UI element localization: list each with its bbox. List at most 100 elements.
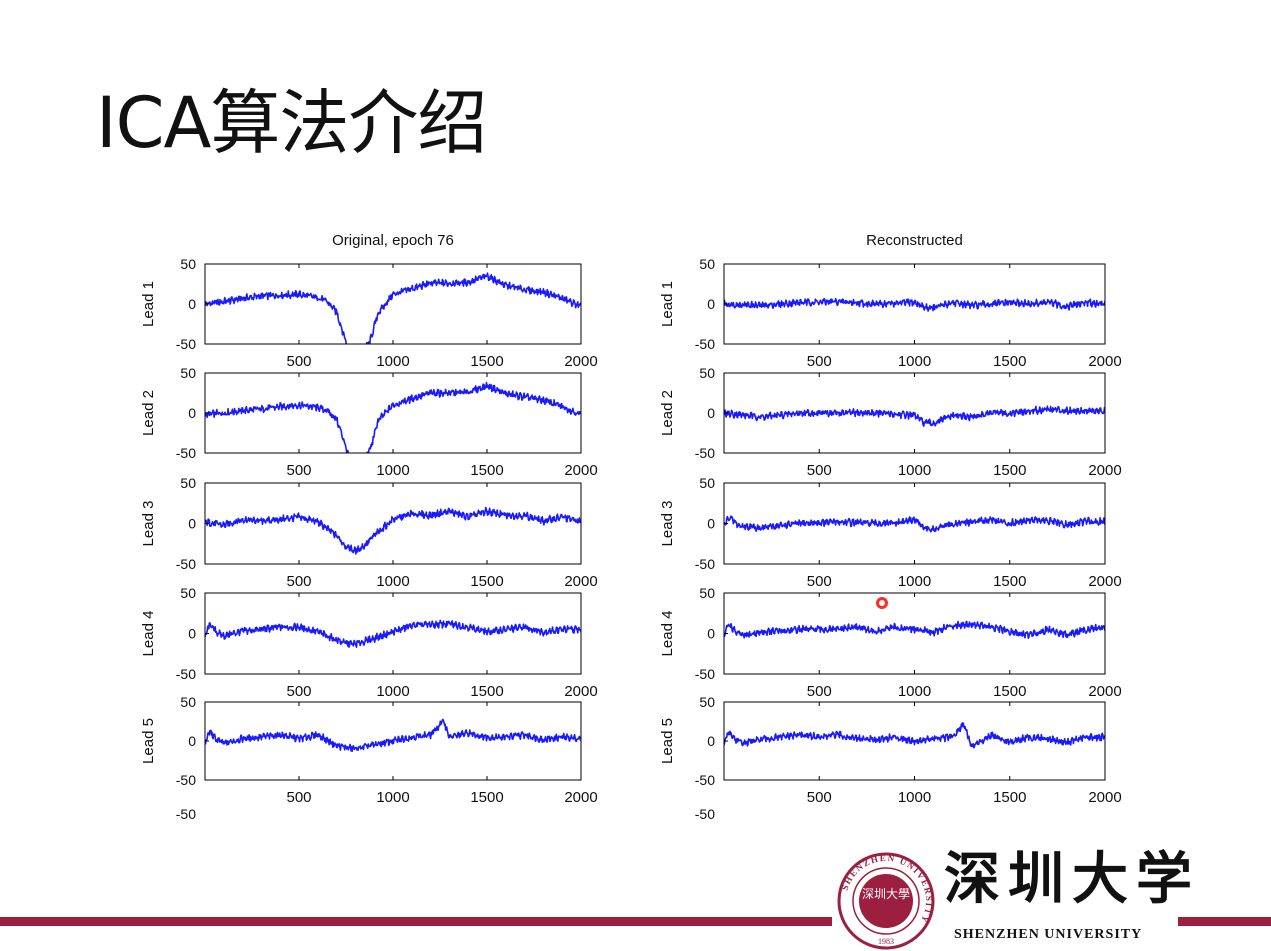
x-tick-label: 1000 <box>376 683 409 700</box>
y-tick-label: -50 <box>695 772 715 788</box>
y-tick-label: -50 <box>695 445 715 461</box>
bottom-accent-bar-left <box>0 917 832 926</box>
x-tick-label: 1500 <box>470 789 503 806</box>
x-tick-label: 2000 <box>1088 462 1121 479</box>
y-tick-label: 50 <box>180 256 196 272</box>
y-axis-label: Lead 2 <box>140 390 157 436</box>
y-tick-label: -50 <box>695 336 715 352</box>
x-tick-label: 1000 <box>376 353 409 370</box>
y-tick-label: 50 <box>699 365 715 381</box>
x-tick-label: 1000 <box>376 573 409 590</box>
y-tick-label: -50 <box>176 666 196 682</box>
y-axis-label: Lead 3 <box>659 501 676 547</box>
y-tick-label: 0 <box>707 296 715 312</box>
y-tick-label: 50 <box>180 585 196 601</box>
y-tick-label: 0 <box>188 405 196 421</box>
x-tick-label: 1000 <box>376 789 409 806</box>
x-tick-label: 1000 <box>898 353 931 370</box>
x-tick-label: 500 <box>286 353 311 370</box>
chart-title: Original, epoch 76 <box>332 232 454 249</box>
x-tick-label: 2000 <box>1088 573 1121 590</box>
series-line <box>724 405 1105 427</box>
y-tick-label: -50 <box>695 556 715 572</box>
x-tick-label: 2000 <box>564 683 597 700</box>
chart-title: Reconstructed <box>866 232 963 249</box>
axes-box <box>204 372 582 454</box>
x-tick-label: 2000 <box>564 462 597 479</box>
x-tick-label: 1500 <box>470 353 503 370</box>
axes-box <box>204 482 582 565</box>
x-tick-label: 500 <box>286 462 311 479</box>
series-line <box>205 718 581 752</box>
y-tick-label: 0 <box>188 733 196 749</box>
y-tick-label: -50 <box>695 806 715 822</box>
y-tick-label: 50 <box>180 694 196 710</box>
x-tick-label: 1500 <box>470 573 503 590</box>
seal-center-text: 深圳大學 <box>862 887 910 901</box>
x-tick-label: 500 <box>286 789 311 806</box>
y-tick-label: 0 <box>188 296 196 312</box>
x-tick-label: 1000 <box>376 462 409 479</box>
y-axis-label: Lead 5 <box>659 718 676 764</box>
series-line <box>724 515 1105 533</box>
y-axis-label: Lead 2 <box>659 390 676 436</box>
x-tick-label: 500 <box>807 462 832 479</box>
series-line <box>205 272 581 344</box>
x-tick-label: 1500 <box>470 462 503 479</box>
x-tick-label: 1000 <box>898 683 931 700</box>
y-tick-label: 0 <box>188 626 196 642</box>
x-tick-label: 1000 <box>898 462 931 479</box>
university-logo: SHENZHEN UNIVERSITY 深圳大學 1983 深圳大学 SHENZ… <box>832 845 1192 951</box>
x-tick-label: 1500 <box>993 353 1026 370</box>
x-tick-label: 1500 <box>470 683 503 700</box>
y-tick-label: 50 <box>699 585 715 601</box>
series-line <box>724 298 1105 312</box>
y-axis-label: Lead 1 <box>659 281 676 327</box>
university-name-en: SHENZHEN UNIVERSITY <box>954 927 1143 942</box>
y-tick-label: 0 <box>707 626 715 642</box>
seal-year: 1983 <box>878 937 894 946</box>
y-tick-label: -50 <box>695 666 715 682</box>
slide-title: ICA算法介绍 <box>96 82 487 164</box>
y-tick-label: 50 <box>699 475 715 491</box>
x-tick-label: 500 <box>286 683 311 700</box>
x-tick-label: 1500 <box>993 462 1026 479</box>
bottom-accent-bar-right <box>1178 917 1271 926</box>
x-tick-label: 2000 <box>564 353 597 370</box>
x-tick-label: 1500 <box>993 789 1026 806</box>
series-line <box>205 506 581 555</box>
y-tick-label: -50 <box>176 445 196 461</box>
axes-box <box>204 263 582 345</box>
y-tick-label: 0 <box>707 516 715 532</box>
university-name-cn: 深圳大学 <box>944 846 1200 912</box>
y-tick-label: 0 <box>188 516 196 532</box>
y-tick-label: 50 <box>699 694 715 710</box>
y-tick-label: 0 <box>707 733 715 749</box>
cursor-marker-icon <box>876 597 888 609</box>
x-tick-label: 500 <box>807 789 832 806</box>
x-tick-label: 2000 <box>1088 789 1121 806</box>
y-axis-label: Lead 4 <box>659 611 676 657</box>
x-tick-label: 1500 <box>993 683 1026 700</box>
x-tick-label: 500 <box>807 353 832 370</box>
x-tick-label: 500 <box>286 573 311 590</box>
y-axis-label: Lead 3 <box>140 501 157 547</box>
y-tick-label: -50 <box>176 336 196 352</box>
y-tick-label: 50 <box>180 365 196 381</box>
y-axis-label: Lead 1 <box>140 281 157 327</box>
y-tick-label: 0 <box>707 405 715 421</box>
y-axis-label: Lead 4 <box>140 611 157 657</box>
x-tick-label: 2000 <box>1088 683 1121 700</box>
x-tick-label: 500 <box>807 683 832 700</box>
